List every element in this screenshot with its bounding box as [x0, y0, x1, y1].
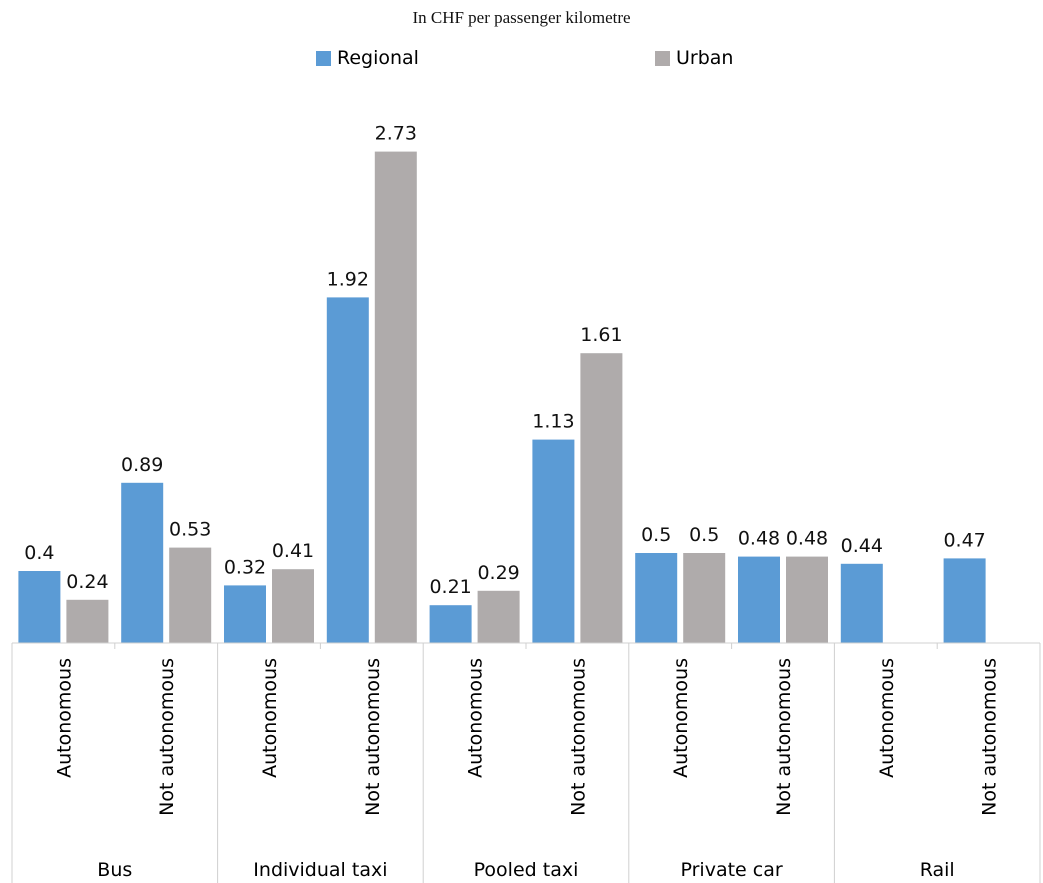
bar-urban-2	[272, 569, 314, 643]
group-label-private-car: Private car	[681, 859, 783, 881]
data-label-urban-1: 0.53	[169, 519, 211, 541]
legend-label-urban: Urban	[676, 47, 734, 69]
category-label-pooled-taxi-not-autonomous: Not autonomous	[567, 658, 589, 816]
category-label-individual-taxi-autonomous: Autonomous	[259, 658, 281, 778]
data-label-regional-8: 0.44	[841, 535, 883, 557]
legend-item-urban: Urban	[655, 47, 733, 69]
group-label-bus: Bus	[97, 859, 132, 881]
bar-regional-7	[738, 556, 780, 643]
group-label-rail: Rail	[920, 859, 955, 881]
bar-regional-1	[121, 482, 164, 643]
bar-urban-1	[169, 547, 212, 643]
category-label-bus-autonomous: Autonomous	[53, 658, 75, 778]
bar-regional-5	[532, 439, 575, 643]
category-label-individual-taxi-not-autonomous: Not autonomous	[362, 658, 384, 816]
data-label-urban-5: 1.61	[580, 324, 622, 346]
data-label-urban-4: 0.29	[477, 562, 519, 584]
bar-regional-8	[840, 563, 883, 643]
legend-item-regional: Regional	[316, 47, 419, 69]
bar-urban-7	[786, 556, 828, 643]
category-label-pooled-taxi-autonomous: Autonomous	[465, 658, 487, 778]
chart-subtitle: In CHF per passenger kilometre	[412, 8, 631, 27]
category-label-rail-not-autonomous: Not autonomous	[979, 658, 1001, 816]
data-label-urban-6: 0.5	[689, 524, 719, 546]
category-label-rail-autonomous: Autonomous	[876, 658, 898, 778]
bar-urban-3	[374, 151, 417, 643]
bar-urban-0	[66, 599, 109, 643]
bar-regional-6	[635, 553, 678, 643]
data-label-urban-2: 0.41	[272, 540, 314, 562]
bar-regional-3	[326, 297, 369, 643]
data-label-regional-6: 0.5	[641, 524, 671, 546]
data-label-regional-1: 0.89	[121, 454, 163, 476]
legend-swatch-regional	[316, 50, 331, 66]
bar-urban-6	[683, 553, 726, 643]
bar-urban-4	[477, 590, 520, 643]
data-label-urban-0: 0.24	[66, 571, 108, 593]
bar-regional-4	[429, 605, 472, 643]
data-label-regional-5: 1.13	[532, 411, 574, 433]
data-label-regional-7: 0.48	[738, 528, 780, 550]
legend-swatch-urban	[655, 50, 670, 66]
legend-label-regional: Regional	[337, 47, 419, 69]
group-label-individual-taxi: Individual taxi	[253, 859, 387, 881]
data-label-regional-3: 1.92	[327, 268, 369, 290]
data-label-regional-9: 0.47	[943, 529, 985, 551]
group-label-pooled-taxi: Pooled taxi	[474, 859, 579, 881]
data-label-regional-4: 0.21	[429, 576, 471, 598]
category-label-private-car-autonomous: Autonomous	[670, 658, 692, 778]
bar-regional-9	[943, 558, 986, 643]
data-label-regional-0: 0.4	[24, 542, 54, 564]
category-label-private-car-not-autonomous: Not autonomous	[773, 658, 795, 816]
bar-urban-5	[580, 353, 623, 643]
bar-regional-0	[18, 571, 61, 643]
category-label-bus-not-autonomous: Not autonomous	[156, 658, 178, 816]
bar-regional-2	[224, 585, 266, 643]
data-label-urban-3: 2.73	[375, 123, 417, 145]
data-label-urban-7: 0.48	[786, 528, 828, 550]
data-label-regional-2: 0.32	[224, 556, 266, 578]
